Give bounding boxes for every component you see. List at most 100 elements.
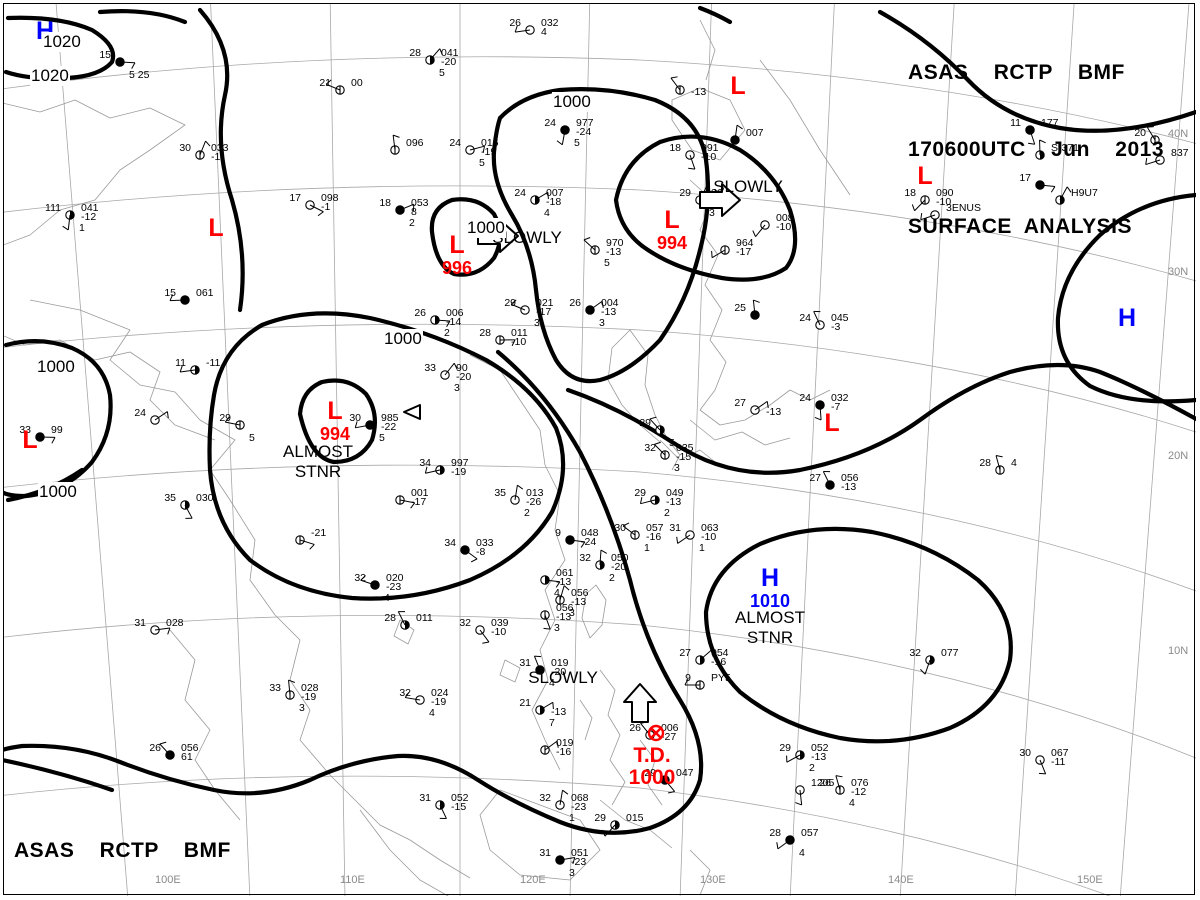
- station-plot: [786, 750, 805, 763]
- station-value: 033: [476, 537, 494, 549]
- station-value: -13: [556, 576, 571, 588]
- wind-barb-shaft: [1039, 759, 1047, 775]
- station-value: 34: [419, 457, 431, 469]
- station-value: 4: [384, 592, 390, 604]
- station-plot: [404, 691, 425, 705]
- wind-barb-shaft: [325, 83, 341, 91]
- station-value: 977: [576, 117, 594, 129]
- station-value: 4: [541, 26, 547, 38]
- station-plot: [533, 655, 545, 675]
- station-value: 34: [444, 537, 456, 549]
- station-plot: [540, 610, 551, 630]
- wind-barb-feather: [563, 585, 570, 591]
- station-value: -13: [811, 751, 826, 763]
- station-plot: [676, 530, 695, 544]
- wind-barb-shaft: [914, 199, 926, 212]
- wind-barb-shaft: [399, 203, 415, 211]
- station-plot: [224, 416, 245, 430]
- station-plot: [555, 585, 570, 605]
- wind-barb-feather: [167, 627, 171, 635]
- station-value: 051: [571, 847, 589, 859]
- wind-barb-shaft: [754, 400, 768, 411]
- station-plot: [150, 625, 171, 635]
- station-plot: [395, 495, 416, 509]
- station-value: 30: [349, 412, 361, 424]
- wind-barb-shaft: [1029, 129, 1036, 145]
- wind-barb-feather: [654, 441, 661, 445]
- isobar-high-east: [1055, 192, 1196, 404]
- wind-barb-feather: [309, 544, 315, 550]
- station-value: -17: [411, 496, 426, 508]
- station-value: -26: [526, 496, 541, 508]
- wind-barb-feather: [288, 679, 295, 683]
- station-value: 28: [479, 327, 491, 339]
- wind-barb-shaft: [299, 539, 315, 545]
- station-plot: [35, 432, 56, 444]
- station-value: 32: [354, 572, 366, 584]
- station-value: 8: [411, 206, 417, 218]
- wind-barb-shaft: [1039, 184, 1055, 188]
- wind-barb-shaft: [399, 499, 415, 504]
- wind-barb-feather: [753, 299, 760, 303]
- wind-barb-feather: [639, 497, 643, 504]
- station-value: 29: [504, 297, 516, 309]
- station-value: 028: [301, 682, 319, 694]
- cloud-cover-half: [430, 55, 435, 65]
- station-value: 25: [734, 302, 746, 314]
- station-value: 056: [571, 587, 589, 599]
- station-value: 1: [569, 812, 575, 824]
- station-plot: [835, 775, 845, 795]
- station-value: -19: [451, 466, 466, 478]
- station-value: 90: [456, 362, 468, 374]
- station-value: 5: [249, 432, 255, 444]
- station-value: -13: [766, 406, 781, 418]
- station-value: 24: [134, 407, 146, 419]
- isobar-1000-china: [207, 311, 566, 601]
- station-value: -1: [321, 201, 330, 213]
- station-plot: [795, 785, 805, 806]
- isobar-ne-a: [697, 5, 733, 25]
- wind-barb-shaft: [995, 455, 1001, 471]
- station-value: 2: [664, 507, 670, 519]
- station-value: 048: [581, 527, 599, 539]
- station-value: 006: [661, 722, 679, 734]
- station-value: 006: [446, 307, 464, 319]
- wind-barb-feather: [795, 802, 802, 806]
- station-value: -15: [676, 451, 691, 463]
- header-line-3: SURFACE ANALYSIS: [908, 215, 1133, 238]
- wind-barb-shaft: [434, 319, 451, 322]
- station-plot: [622, 522, 640, 540]
- wind-barb-shaft: [510, 303, 526, 311]
- wind-barb-feather: [600, 549, 608, 554]
- station-value: 17: [1019, 172, 1031, 184]
- wind-barb-shaft: [425, 469, 441, 474]
- station-plot: [1146, 126, 1160, 145]
- station-value: 3: [569, 867, 575, 879]
- station-value: -23: [386, 581, 401, 593]
- station-value: 35: [494, 487, 506, 499]
- station-value: -13: [691, 86, 706, 98]
- station-plot: [540, 575, 561, 588]
- wind-barb-feather: [706, 186, 712, 193]
- wind-barb-feather: [169, 294, 174, 301]
- station-value: -10: [491, 626, 506, 638]
- station-plot: [360, 575, 380, 590]
- station-value: -13: [841, 481, 856, 493]
- station-value: 29: [594, 812, 606, 824]
- wind-barb-shaft: [539, 701, 554, 711]
- station-value: 26: [414, 307, 426, 319]
- station-value: 056: [181, 742, 199, 754]
- station-value: 054: [711, 647, 729, 659]
- wind-barb-shaft: [734, 125, 738, 141]
- station-value: 1: [699, 542, 705, 554]
- wind-barb-shaft: [1146, 126, 1156, 141]
- station-value: -10: [701, 151, 716, 163]
- wind-barb-shaft: [822, 471, 831, 486]
- station-value: 5: [379, 432, 385, 444]
- station-value: 1205: [811, 777, 835, 789]
- station-plot: [711, 245, 730, 259]
- station-plot: [424, 465, 445, 475]
- station-plot: [430, 315, 451, 328]
- wind-barb-shaft: [544, 614, 551, 630]
- wind-barb-shaft: [225, 421, 241, 426]
